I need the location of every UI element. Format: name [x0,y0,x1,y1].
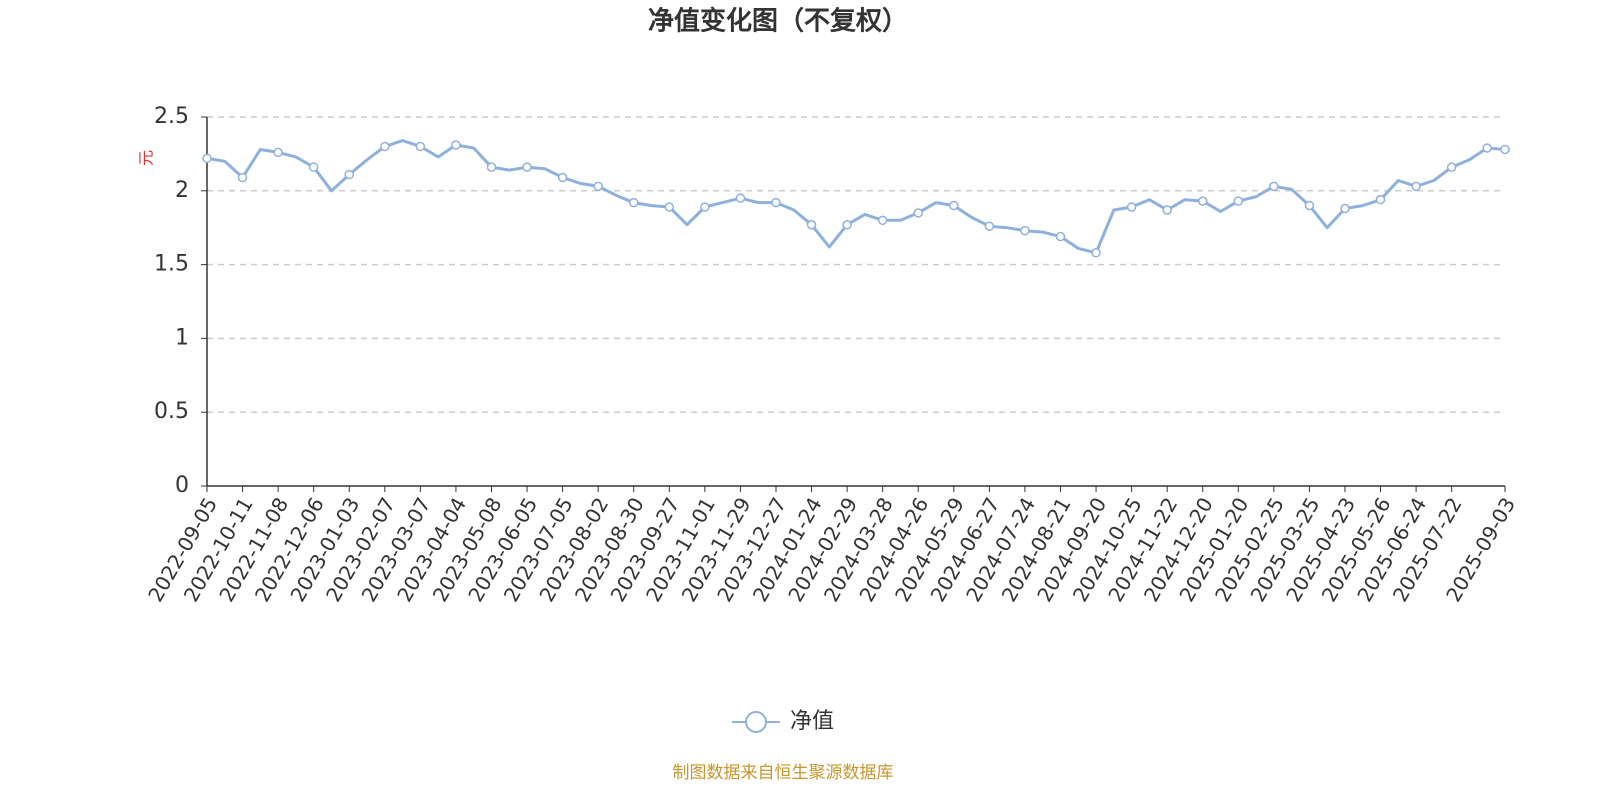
point-marker [1411,181,1421,192]
point-marker [1375,194,1386,205]
source-note: 制图数据来自恒生聚源数据库 [673,763,894,783]
point-marker [1340,203,1350,214]
point-marker [1020,225,1030,236]
point-marker [1269,181,1279,192]
point-marker [557,172,568,183]
point-marker [1482,143,1492,153]
point-marker [593,181,603,192]
point-marker [273,147,283,158]
y-tick-label: 1.5 [154,252,189,277]
y-tick-label: 2.5 [154,104,189,129]
point-marker [700,202,710,212]
point-marker [344,169,354,180]
point-marker [628,197,639,208]
point-marker [486,162,497,172]
point-marker [1233,196,1244,206]
point-marker [1162,205,1172,215]
point-marker [1197,196,1208,206]
y-tick-label: 0.5 [154,399,189,424]
point-marker [1500,144,1510,155]
point-marker [308,162,319,172]
point-marker [380,141,390,152]
point-marker [1304,200,1315,211]
legend-label: 净值 [790,709,834,734]
point-marker [451,140,461,150]
point-marker [202,153,212,164]
point-marker [1446,162,1457,172]
point-marker [877,215,888,226]
point-marker [522,162,532,172]
point-marker [949,200,959,211]
point-marker [806,219,817,230]
point-marker [415,141,426,152]
y-tick-label: 0 [175,473,189,498]
point-marker [771,197,781,208]
point-marker [913,208,923,218]
point-marker [1055,231,1066,242]
y-tick-label: 1 [175,325,189,350]
y-axis-label: 元 [137,150,156,166]
line [206,139,1506,255]
legend-marker [745,711,767,733]
point-marker [842,219,852,230]
point-marker [735,193,746,203]
y-tick-label: 2 [175,178,189,203]
chart-title: 净值变化图（不复权） [648,6,908,37]
point-marker [984,221,995,231]
point-marker [664,202,675,212]
point-marker [237,172,248,183]
point-marker [1091,248,1101,258]
point-marker [1126,202,1137,212]
